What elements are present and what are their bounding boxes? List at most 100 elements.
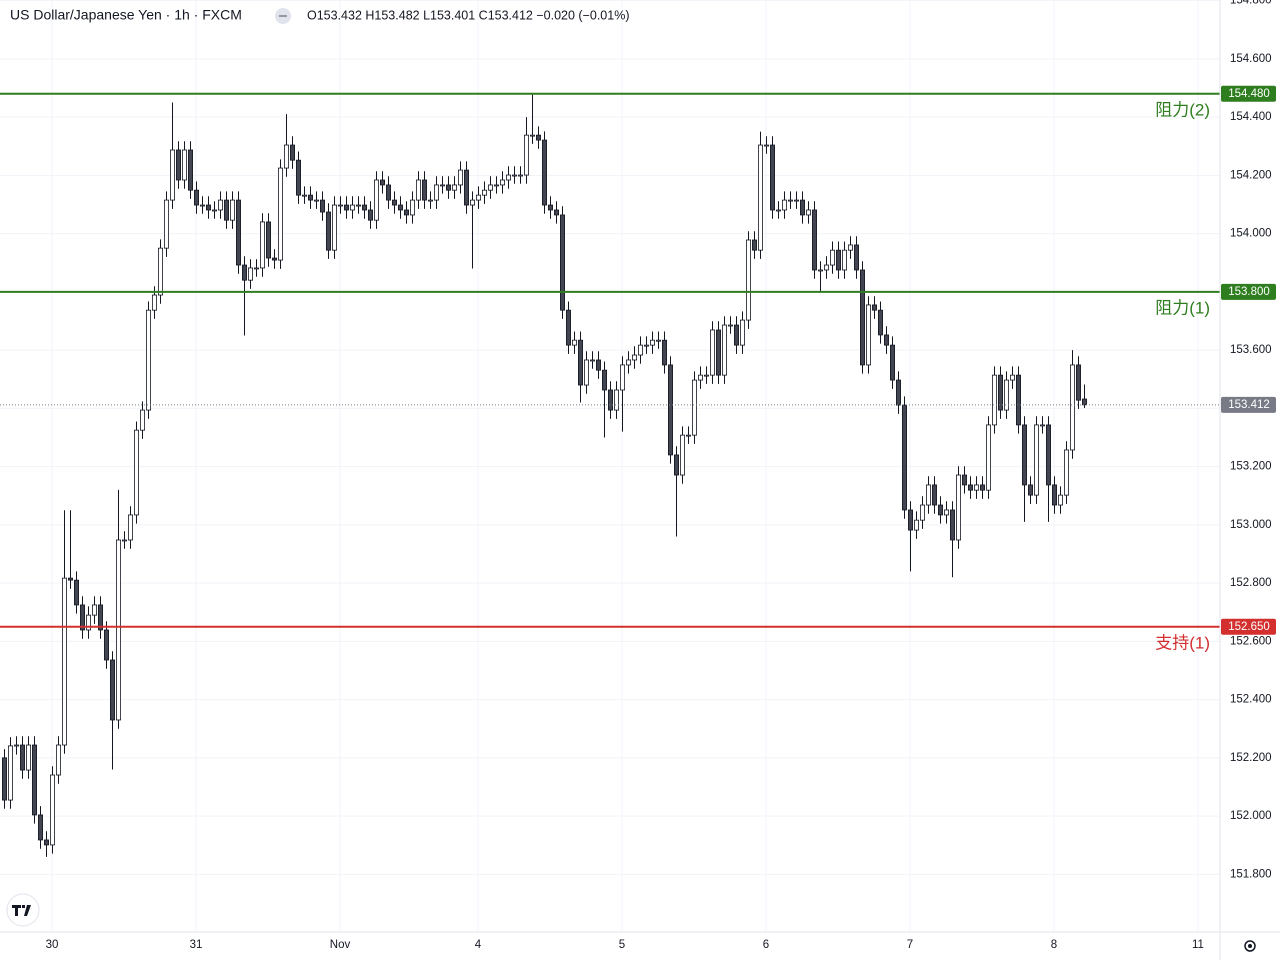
candle-body (926, 484, 932, 506)
candle-body (313, 199, 319, 202)
candle-body (349, 204, 355, 211)
candle-body (608, 389, 614, 411)
x-tick-label: 5 (619, 939, 625, 951)
candle-body (152, 294, 157, 311)
candle-body (331, 204, 337, 251)
candle-body (38, 814, 43, 841)
candle-body (584, 359, 590, 386)
candle-body (686, 434, 692, 437)
candle-body (140, 409, 145, 431)
candle-body (692, 379, 698, 436)
candle-body (1058, 494, 1064, 506)
candle-body (62, 577, 67, 746)
ohlc-legend: O153.432 H153.482 L153.401 C153.412 −0.0… (307, 8, 629, 22)
candle-body (536, 134, 542, 141)
candle-body (343, 204, 349, 211)
level-tag (1221, 85, 1276, 102)
candle-body (902, 404, 908, 511)
candle-body (505, 174, 511, 181)
candle-body (944, 509, 950, 516)
candle-body (391, 199, 397, 206)
candle-body (668, 364, 674, 456)
level-tag (1221, 618, 1276, 635)
candle-body (860, 269, 866, 366)
candle-body (361, 204, 367, 211)
y-tick-label: 151.800 (1230, 868, 1272, 880)
candle-body (289, 144, 295, 161)
candle-body (1040, 424, 1046, 427)
candle-body (463, 169, 469, 206)
candle-body (385, 184, 391, 201)
candle-body (1070, 364, 1076, 451)
candle-body (800, 199, 806, 216)
candle-body (379, 179, 385, 186)
candle-body (890, 344, 896, 381)
candle-body (134, 429, 139, 516)
gear-hub (1248, 944, 1252, 948)
candle-body (2, 757, 7, 801)
candle-body (914, 519, 920, 531)
candle-body (620, 364, 626, 391)
candle-body (74, 579, 79, 606)
candle-body (974, 484, 980, 491)
candle-body (878, 309, 884, 336)
candle-body (1082, 398, 1088, 406)
candle-body (248, 267, 253, 281)
logo-circle (6, 893, 40, 927)
candle-body (824, 264, 830, 271)
candle-body (242, 264, 247, 281)
candle-body (415, 179, 421, 201)
candle-body (433, 184, 439, 201)
candle-body (782, 199, 788, 211)
candle-body (122, 539, 127, 542)
candle-body (554, 209, 560, 216)
candle-body (1028, 484, 1034, 496)
settings-gear[interactable] (1244, 940, 1256, 952)
candle-body (283, 144, 289, 169)
level-tag (1221, 283, 1276, 300)
candle-body (818, 269, 824, 272)
candle-body (355, 204, 361, 207)
logo-mark (12, 905, 31, 916)
candle-body (68, 577, 73, 581)
candle-body (277, 167, 283, 261)
candle-body (788, 199, 794, 202)
candle-body (650, 339, 656, 346)
gear-ring (1244, 940, 1256, 952)
candle-body (1022, 424, 1028, 486)
y-tick-label: 152.400 (1230, 694, 1272, 706)
candle-body (794, 199, 800, 202)
level-label: 153.800 (1228, 286, 1270, 298)
candle-body (218, 199, 223, 211)
candle-body (848, 244, 854, 251)
last-price-tag (1221, 396, 1276, 413)
candle-body (56, 744, 61, 776)
y-tick-label: 152.000 (1230, 810, 1272, 822)
candle-body (1034, 424, 1040, 496)
candle-body (475, 194, 481, 201)
candle-body (206, 204, 211, 211)
y-tick-label: 154.000 (1230, 228, 1272, 240)
candle-body (26, 744, 31, 771)
candle-body (752, 239, 758, 251)
symbol-title[interactable]: US Dollar/Japanese Yen · 1h · FXCM (10, 7, 242, 23)
y-tick-label: 153.000 (1230, 519, 1272, 531)
candle-body (451, 184, 457, 191)
candle-body (566, 309, 572, 346)
candle-body (992, 374, 998, 426)
candle-body (170, 149, 175, 201)
tv-logo[interactable] (6, 893, 40, 927)
candle-body (644, 344, 650, 347)
candle-body (572, 339, 578, 346)
candle-body (182, 149, 187, 181)
candle-body (1004, 379, 1010, 411)
y-tick-label: 152.800 (1230, 577, 1272, 589)
candle-body (176, 149, 181, 181)
candle-body (80, 604, 85, 631)
candle-body (421, 179, 427, 201)
candle-body (596, 359, 602, 371)
candle-body (373, 179, 379, 221)
candle-body (44, 839, 49, 846)
status-dash (279, 15, 287, 17)
